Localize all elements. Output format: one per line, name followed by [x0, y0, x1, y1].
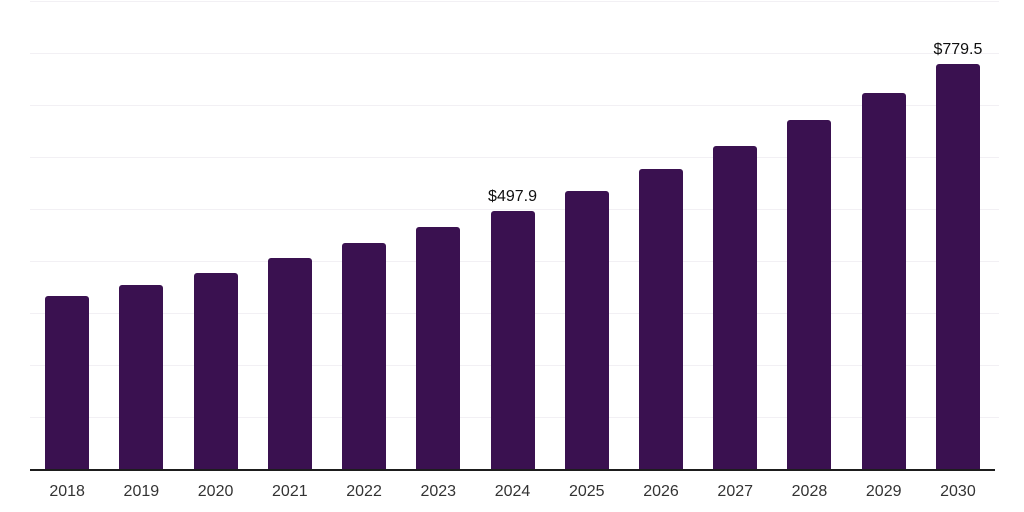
- bar-slot-2026: [624, 0, 698, 470]
- x-axis-line: [30, 469, 995, 471]
- bar-slot-2030: $779.5: [921, 0, 995, 470]
- x-tick-label-2022: 2022: [346, 483, 382, 500]
- bar-2028: [787, 120, 832, 470]
- x-tick-label-2018: 2018: [49, 483, 85, 500]
- bar-2020: [193, 273, 238, 470]
- x-tick-label-2025: 2025: [568, 483, 605, 500]
- bar-2027: [713, 146, 758, 470]
- x-tick-label-2024: 2024: [494, 483, 531, 500]
- x-tick-label-2026: 2026: [643, 483, 679, 500]
- bar-2018: [45, 296, 90, 470]
- bar-slot-2022: [327, 0, 401, 470]
- bar-2030: [935, 63, 980, 470]
- bar-2025: [564, 190, 609, 470]
- bar-slot-2019: [104, 0, 178, 470]
- bar-slot-2024: $497.9: [475, 0, 549, 470]
- bar-slot-2018: [30, 0, 104, 470]
- bar-2022: [342, 243, 387, 470]
- bar-slot-2027: [698, 0, 772, 470]
- data-label-2024: $497.9: [488, 187, 537, 205]
- bar-2021: [267, 258, 312, 470]
- bar-2029: [861, 93, 906, 470]
- plot-area: $497.9 $779.5: [30, 0, 999, 471]
- x-tick-label-2020: 2020: [197, 483, 234, 500]
- gridline-600: [30, 156, 999, 158]
- x-tick-label-2023: 2023: [420, 483, 457, 500]
- bar-2024: [490, 210, 535, 470]
- x-tick-label-2021: 2021: [272, 483, 308, 500]
- x-tick-label-2028: 2028: [791, 483, 828, 500]
- x-tick-label-2030: 2030: [940, 483, 976, 500]
- gridline-800: [30, 52, 999, 54]
- gridline-500: [30, 208, 999, 210]
- data-label-2030: $779.5: [933, 40, 983, 58]
- bar-slot-2023: [401, 0, 475, 470]
- gridline-900: [30, 0, 999, 2]
- x-tick-label-2029: 2029: [865, 483, 902, 500]
- bar-slots: $497.9 $779.5: [30, 0, 995, 470]
- bar-2026: [638, 169, 683, 470]
- bar-slot-2028: [772, 0, 846, 470]
- gridline-700: [30, 104, 999, 106]
- bar-slot-2021: [253, 0, 327, 470]
- x-tick-label-2019: 2019: [123, 483, 160, 500]
- bar-slot-2020: [178, 0, 252, 470]
- x-tick-label-2027: 2027: [717, 483, 754, 500]
- x-axis-labels: 2018 2019 2020 2021 2022 2023 2024 2025 2026 2027…: [30, 482, 995, 501]
- bar-2019: [119, 285, 164, 470]
- bar-slot-2025: [550, 0, 624, 470]
- bar-2023: [416, 226, 461, 470]
- bar-slot-2029: [847, 0, 921, 470]
